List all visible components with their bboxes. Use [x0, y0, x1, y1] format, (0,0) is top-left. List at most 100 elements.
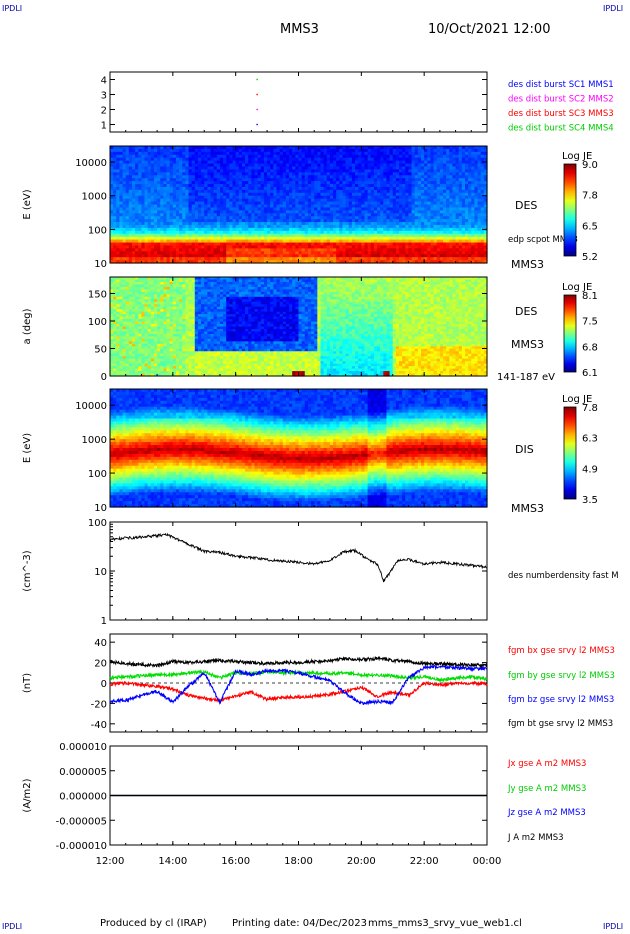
des-energy-cell [191, 204, 196, 209]
des-energy-cell [245, 207, 249, 211]
des-energy-cell [128, 181, 133, 185]
des-energy-cell [160, 151, 165, 156]
des-energy-cell [298, 257, 303, 261]
des-energy-cell [182, 254, 186, 258]
des-energy-cell [320, 248, 325, 252]
des-energy-cell [147, 175, 152, 179]
des-energy-cell [113, 192, 117, 197]
des-energy-cell [285, 239, 290, 244]
des-energy-cell [241, 227, 246, 232]
des-energy-cell [298, 219, 303, 223]
des-energy-cell [320, 175, 325, 179]
des-energy-cell [122, 251, 127, 255]
des-energy-cell [166, 184, 171, 188]
des-energy-cell [226, 172, 230, 176]
des-energy-cell [160, 216, 165, 220]
des-energy-cell [128, 178, 133, 182]
des-energy-cell [188, 198, 193, 203]
des-energy-cell [163, 210, 168, 214]
des-energy-cell [238, 184, 243, 188]
des-energy-instrument-label: DES [515, 199, 537, 212]
des-energy-cell [232, 230, 237, 235]
des-energy-cell [311, 184, 315, 188]
des-energy-cell [311, 172, 315, 176]
des-energy-cell [289, 189, 293, 194]
des-energy-cell [251, 204, 256, 209]
des-energy-cell [207, 236, 212, 241]
des-energy-cell [301, 184, 306, 188]
des-energy-cell [273, 198, 278, 203]
des-energy-cell [122, 151, 127, 156]
des-energy-cell [298, 260, 303, 264]
des-energy-cell [179, 213, 183, 217]
des-energy-cell [144, 146, 149, 150]
des-energy-cell [273, 248, 278, 252]
des-energy-cell [238, 254, 243, 258]
des-energy-cell [323, 204, 328, 209]
des-energy-cell [207, 195, 212, 200]
des-energy-cell [153, 169, 158, 173]
des-energy-cell [175, 222, 180, 226]
des-energy-cell [292, 260, 296, 264]
des-energy-cell [248, 204, 252, 209]
des-energy-cell [298, 201, 303, 206]
des-energy-cell [119, 210, 124, 214]
des-energy-cell [251, 192, 256, 197]
des-energy-cell [229, 178, 234, 182]
des-energy-cell [191, 154, 196, 159]
des-energy-cell [213, 186, 218, 191]
des-energy-cell [292, 230, 296, 235]
des-energy-cell [285, 154, 290, 159]
des-energy-cell [194, 189, 199, 194]
des-energy-cell [298, 175, 303, 179]
des-energy-cell [241, 257, 246, 261]
des-energy-cell [201, 245, 205, 249]
des-energy-cell [163, 207, 168, 211]
des-energy-cell [116, 148, 121, 153]
des-energy-cell [179, 181, 183, 185]
des-energy-cell [254, 260, 259, 264]
des-energy-cell [257, 219, 262, 223]
des-energy-cell [166, 245, 171, 249]
des-energy-cell [301, 239, 306, 244]
des-energy-cell [160, 224, 165, 229]
des-energy-cell [292, 201, 296, 206]
des-energy-cell [122, 198, 127, 203]
des-energy-cell [188, 239, 193, 244]
des-energy-cell [160, 236, 165, 241]
des-energy-cell [307, 195, 312, 200]
des-energy-cell [311, 175, 315, 179]
des-energy-cell [267, 236, 271, 241]
des-energy-cell [125, 184, 130, 188]
des-energy-cell [213, 148, 218, 153]
des-energy-cell [263, 192, 268, 197]
des-energy-cell [216, 245, 221, 249]
des-energy-cell [147, 222, 152, 226]
des-energy-cell [279, 195, 284, 200]
des-energy-cell [323, 207, 328, 211]
des-energy-cell [270, 245, 274, 249]
des-energy-cell [251, 198, 256, 203]
des-energy-cell [314, 160, 318, 165]
des-energy-cell [273, 213, 278, 217]
des-energy-cell [238, 245, 243, 249]
des-energy-cell [314, 254, 318, 258]
des-energy-cell [175, 172, 180, 176]
des-energy-cell [207, 242, 212, 247]
des-energy-cell [113, 248, 117, 252]
des-energy-cell [216, 254, 221, 258]
des-energy-cell [254, 216, 259, 220]
des-energy-cell [119, 239, 124, 244]
des-energy-cell [279, 248, 284, 252]
des-energy-cell [295, 172, 300, 176]
des-energy-cell [125, 146, 130, 150]
des-energy-cell [175, 260, 180, 264]
des-energy-cell [169, 160, 174, 165]
des-energy-cell [197, 222, 202, 226]
des-energy-cell [172, 160, 177, 165]
des-energy-cell [263, 242, 268, 247]
des-energy-cell [110, 154, 114, 159]
des-energy-cell [251, 245, 256, 249]
des-energy-cell [138, 236, 143, 241]
des-energy-cell [285, 210, 290, 214]
